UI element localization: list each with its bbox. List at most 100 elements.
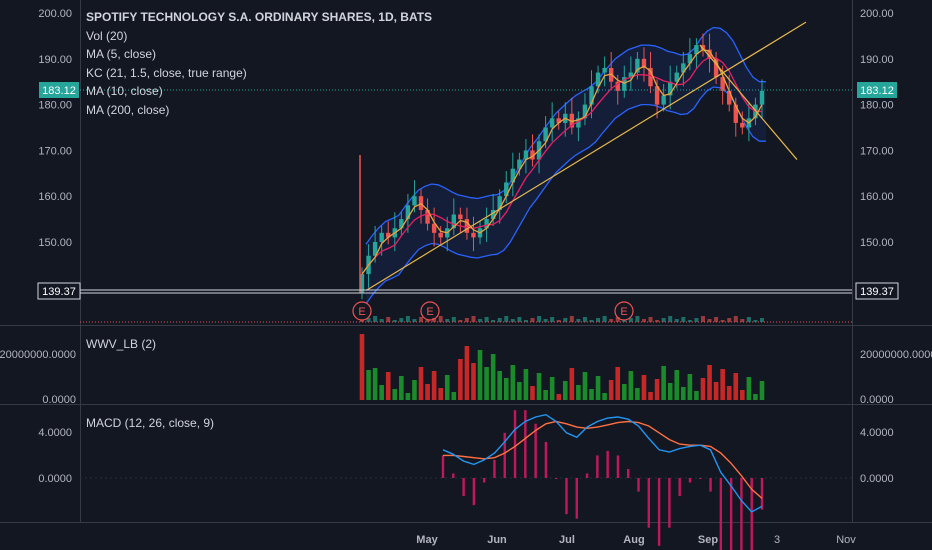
wwv-bars [359, 334, 765, 400]
wwv-bar [438, 388, 443, 400]
legend-ma5[interactable]: MA (5, close) [86, 47, 157, 61]
macd-histogram-bar [740, 478, 743, 550]
macd-tick-left: 4.0000 [38, 427, 72, 439]
wwv-bar [412, 380, 417, 400]
candle-body [543, 127, 548, 142]
time-tick: 3 [774, 534, 780, 546]
wwv-bar [385, 372, 391, 400]
candle-body [602, 67, 607, 73]
ma10-line [361, 56, 762, 275]
wwv-bar [372, 368, 378, 400]
candle-body [451, 214, 457, 229]
candle-body [372, 242, 378, 256]
wwv-bar [543, 390, 548, 400]
macd-pane-label[interactable]: MACD (12, 26, close, 9) [86, 416, 215, 430]
chart-legend: SPOTIFY TECHNOLOGY S.A. ORDINARY SHARES,… [86, 8, 432, 119]
marker-price-badge-left[interactable] [37, 282, 81, 300]
symbol-title[interactable]: SPOTIFY TECHNOLOGY S.A. ORDINARY SHARES,… [86, 10, 433, 24]
time-tick: Nov [836, 534, 856, 546]
candle-body [458, 214, 463, 220]
volume-bar [628, 318, 633, 322]
volume-bar [379, 319, 384, 322]
price-tick: 170.00 [860, 145, 894, 157]
price-tick: 170.00 [38, 145, 72, 157]
right-price-axis: 200.00 190.00 180.00 170.00 160.00 150.00 [860, 8, 894, 249]
volume-bar [405, 316, 410, 322]
candle-body [405, 205, 411, 220]
candle-body [674, 72, 679, 82]
volume-bar [510, 319, 515, 322]
marker-price-label-right: 139.37 [860, 286, 894, 298]
wwv-tick-right: 20000000.0000 [860, 349, 932, 361]
wwv-bar [641, 375, 647, 400]
legend-ma200[interactable]: MA (200, close) [86, 102, 170, 117]
candle-body [418, 196, 424, 210]
macd-histogram-bar [565, 478, 568, 515]
wwv-bar [510, 365, 516, 400]
candle-body [412, 196, 417, 206]
volume-bar [504, 316, 509, 322]
volume-bar [537, 316, 542, 322]
candle-body [497, 196, 502, 210]
keltner-lower [365, 86, 766, 305]
price-tick: 200.00 [860, 8, 894, 20]
wwv-bar [694, 391, 699, 400]
volume-bars [360, 316, 764, 322]
wwv-bar [654, 379, 660, 400]
candle-body [589, 86, 594, 105]
earnings-marker[interactable]: E [420, 301, 440, 321]
wwv-bar [399, 376, 404, 400]
legend-volume[interactable]: Vol (20) [86, 28, 128, 43]
volume-bar [543, 319, 548, 322]
wwv-bar [759, 381, 765, 400]
macd-histogram-bar [513, 410, 517, 478]
candle-body [681, 63, 686, 73]
marker-price-badge-right[interactable] [855, 282, 899, 300]
time-tick: Jul [559, 534, 575, 546]
macd-histogram-bar [596, 455, 599, 478]
candle-body [549, 118, 555, 128]
candle-body [431, 223, 437, 233]
legend-ma10[interactable]: MA (10, close) [86, 84, 163, 98]
volume-bar [700, 316, 705, 322]
candle-body [471, 232, 476, 238]
candle-body [720, 77, 725, 91]
macd-histogram-bar [534, 423, 537, 478]
wwv-bar [359, 334, 365, 400]
volume-bar [523, 320, 528, 322]
candle-body [759, 90, 765, 105]
macd-histogram-bar [729, 478, 733, 550]
legend-keltner[interactable]: KC (21, 1.5, close, true range) [86, 65, 247, 80]
candle-body [504, 182, 509, 197]
macd-line [442, 413, 763, 513]
keltner-upper [365, 26, 766, 245]
macd-histogram-bar [627, 468, 630, 478]
macd-histogram-bar [616, 455, 620, 478]
price-tick: 150.00 [38, 237, 72, 249]
macd-histogram-bar [524, 410, 527, 478]
wwv-tick-left: 0.0000 [42, 394, 76, 406]
wwv-bar [569, 368, 575, 400]
volume-bar [648, 317, 653, 322]
volume-bar [497, 318, 502, 322]
volume-bar [484, 317, 489, 322]
current-price-badge-left [39, 82, 79, 98]
wwv-pane-label[interactable]: WWV_LB (2) [86, 337, 157, 351]
macd-histogram-bar [709, 478, 712, 492]
volume-bar [386, 317, 391, 322]
earnings-marker[interactable]: E [614, 301, 634, 321]
candle-body [490, 209, 496, 220]
earnings-marker[interactable]: E [352, 301, 372, 321]
volume-bar [366, 318, 371, 322]
wwv-bar [726, 386, 732, 400]
wwv-bar [628, 371, 634, 400]
candle-body [510, 168, 516, 183]
candle-body [727, 90, 732, 105]
time-axis[interactable]: May Jun Jul Aug Sep 3 Nov [416, 534, 856, 546]
macd-histogram-bar [606, 450, 609, 478]
marker-price-label-left: 139.37 [42, 286, 76, 298]
volume-bar [563, 318, 568, 322]
macd-histogram-bar [575, 478, 578, 519]
macd-histogram-bar [657, 478, 661, 546]
